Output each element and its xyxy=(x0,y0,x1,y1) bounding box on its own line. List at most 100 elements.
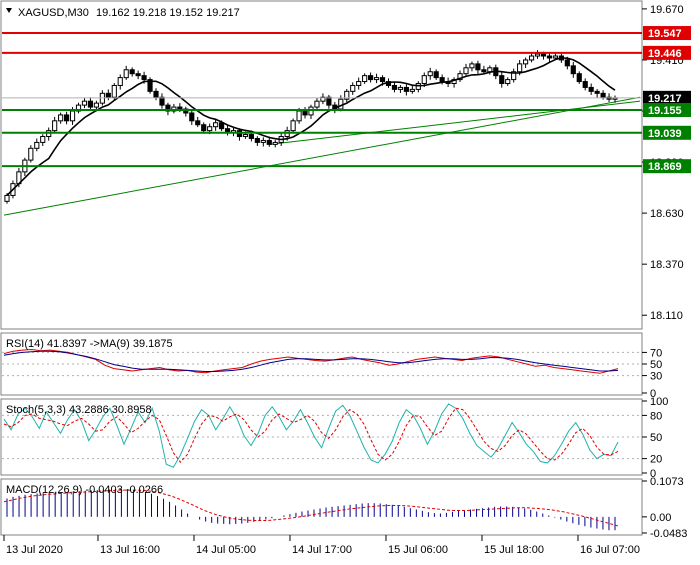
candle-body xyxy=(266,139,272,145)
candle-body xyxy=(594,90,600,94)
candle-body xyxy=(93,102,99,108)
y-tick-label: 80 xyxy=(650,410,662,422)
candle-body xyxy=(290,120,296,132)
current-level-label-bg xyxy=(643,90,691,105)
candle-body xyxy=(356,81,362,86)
candle-body xyxy=(457,73,463,81)
candle-body xyxy=(439,77,445,83)
candle-body xyxy=(427,71,433,77)
x-tick-label: 13 Jul 16:00 xyxy=(100,544,160,556)
main-line xyxy=(3,403,619,468)
price-y-tick-label: 19.670 xyxy=(650,4,684,16)
candle-body xyxy=(87,100,94,108)
candle-body xyxy=(540,53,547,57)
price-y-tick-label: 18.110 xyxy=(650,310,683,322)
secondary-trendline xyxy=(269,100,641,145)
candle-body xyxy=(397,86,404,90)
x-tick-label: 15 Jul 06:00 xyxy=(388,544,448,556)
price-y-tick-label: 19.410 xyxy=(650,55,684,67)
rsi-title: RSI(14) 41.8397 ->MA(9) 39.1875 xyxy=(6,338,173,350)
candle-body xyxy=(177,106,183,110)
candle-body xyxy=(552,55,558,59)
price-y-tick-label: 18.630 xyxy=(650,208,684,220)
resistance-level-label: 19.446 xyxy=(648,48,682,60)
y-tick-label: 0 xyxy=(650,388,656,400)
ohlc-values: 19.162 19.218 19.152 19.217 xyxy=(96,7,240,19)
candle-body xyxy=(469,63,475,69)
candle-body xyxy=(111,84,117,98)
y-tick-label: -0.0483 xyxy=(650,528,687,540)
candle-body xyxy=(189,112,195,122)
candle-body xyxy=(582,81,588,88)
candle-body xyxy=(248,134,254,139)
candle-body xyxy=(58,114,64,122)
candle-body xyxy=(511,71,517,81)
support-level-label-bg xyxy=(643,159,691,174)
rsi-line xyxy=(3,348,619,374)
candle-body xyxy=(218,122,225,130)
symbol-label: XAGUSD,M30 xyxy=(18,7,89,19)
candle-body xyxy=(302,110,308,116)
y-tick-label: 0.1073 xyxy=(650,476,684,488)
macd-panel-frame xyxy=(0,478,643,536)
candle-body xyxy=(475,63,481,71)
candle-body xyxy=(481,69,487,73)
candle-body xyxy=(81,100,88,106)
y-tick-label: 50 xyxy=(650,432,662,444)
candle-body xyxy=(570,65,576,75)
candle-body xyxy=(28,147,34,161)
chart-header: XAGUSD,M30 19.162 19.218 19.152 19.217 xyxy=(6,7,240,19)
signal-line xyxy=(3,407,619,463)
candle-body xyxy=(326,96,332,106)
y-tick-label: 70 xyxy=(650,347,662,359)
candle-body xyxy=(523,59,529,65)
candle-body xyxy=(373,77,380,81)
stoch-panel: 100 80 50 20 0 xyxy=(2,396,668,480)
candle-body xyxy=(207,126,213,132)
candle-body xyxy=(64,114,70,122)
candle-body xyxy=(463,67,469,75)
y-tick-label: 30 xyxy=(650,371,662,383)
time-axis: 13 Jul 2020 13 Jul 16:00 14 Jul 05:00 14 Ju… xyxy=(3,535,640,556)
candle-body xyxy=(391,84,398,90)
x-tick-label: 13 Jul 2020 xyxy=(6,544,63,556)
candle-body xyxy=(147,79,153,92)
candle-body xyxy=(528,55,535,61)
support-level-label: 19.155 xyxy=(648,105,682,117)
price-panel: 19.67019.41019.15018.89018.63018.37018.1… xyxy=(2,4,691,322)
candle-body xyxy=(254,137,260,143)
candle-body xyxy=(272,141,278,145)
dropdown-triangle-icon[interactable] xyxy=(6,8,12,13)
candle-body xyxy=(34,141,40,149)
candle-body xyxy=(135,73,141,77)
macd-panel: 0.1073 0.00 -0.0483 xyxy=(3,476,687,540)
resistance-level-label-bg xyxy=(643,45,691,60)
candle-body xyxy=(344,90,350,100)
stoch-title: Stoch(5,3,3) 43.2886 30.8958 xyxy=(6,404,152,416)
y-tick-label: 0.00 xyxy=(650,512,671,524)
y-tick-label: 100 xyxy=(650,396,668,408)
candle-body xyxy=(320,96,326,102)
candle-body xyxy=(213,122,219,128)
candle-body xyxy=(534,53,541,57)
candle-body xyxy=(588,86,594,92)
price-y-tick-label: 18.370 xyxy=(650,259,684,271)
candle-body xyxy=(117,77,123,86)
candle-body xyxy=(314,100,320,108)
candle-body xyxy=(362,75,368,83)
candle-body xyxy=(153,90,159,98)
candle-body xyxy=(517,63,523,73)
x-tick-label: 14 Jul 05:00 xyxy=(196,544,256,556)
candle-body xyxy=(69,110,76,122)
y-tick-label: 20 xyxy=(650,454,662,466)
candle-body xyxy=(600,92,606,98)
support-level-label: 18.869 xyxy=(648,161,682,173)
candle-body xyxy=(421,75,427,85)
candle-body xyxy=(368,75,374,81)
candle-body xyxy=(201,124,207,132)
candle-body xyxy=(379,77,386,83)
support-level-label: 19.039 xyxy=(648,128,682,140)
